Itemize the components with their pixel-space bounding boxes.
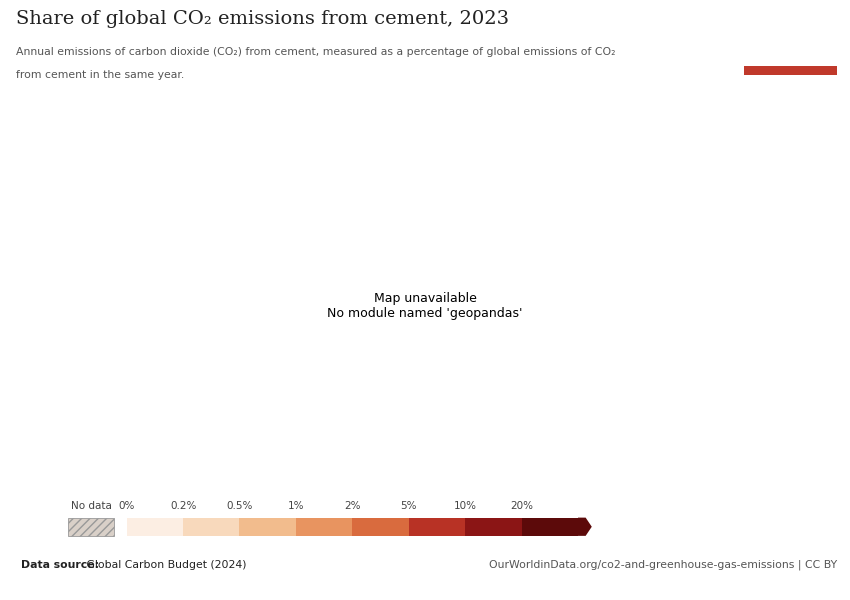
Text: 0.2%: 0.2%: [170, 501, 196, 511]
Text: Our World
in Data: Our World in Data: [761, 22, 820, 45]
Text: Data source:: Data source:: [21, 560, 99, 570]
Text: 0%: 0%: [118, 501, 135, 511]
Text: 20%: 20%: [510, 501, 533, 511]
Text: No data: No data: [71, 501, 111, 511]
Text: from cement in the same year.: from cement in the same year.: [16, 70, 184, 80]
Bar: [409, 518, 465, 536]
Text: 1%: 1%: [287, 501, 304, 511]
Text: Share of global CO₂ emissions from cement, 2023: Share of global CO₂ emissions from cemen…: [16, 10, 509, 28]
Bar: [68, 518, 114, 536]
Bar: [183, 518, 240, 536]
Text: 0.5%: 0.5%: [226, 501, 252, 511]
FancyArrow shape: [578, 518, 592, 536]
Bar: [465, 518, 522, 536]
Bar: [522, 518, 578, 536]
Bar: [296, 518, 352, 536]
Bar: [352, 518, 409, 536]
Bar: [744, 66, 837, 75]
Text: Map unavailable
No module named 'geopandas': Map unavailable No module named 'geopand…: [327, 292, 523, 320]
Bar: [127, 518, 183, 536]
Text: OurWorldinData.org/co2-and-greenhouse-gas-emissions | CC BY: OurWorldinData.org/co2-and-greenhouse-ga…: [490, 560, 837, 570]
Text: Annual emissions of carbon dioxide (CO₂) from cement, measured as a percentage o: Annual emissions of carbon dioxide (CO₂)…: [16, 47, 615, 56]
Text: 2%: 2%: [344, 501, 360, 511]
Text: 10%: 10%: [454, 501, 477, 511]
Bar: [240, 518, 296, 536]
Text: Global Carbon Budget (2024): Global Carbon Budget (2024): [83, 560, 246, 570]
Text: 5%: 5%: [400, 501, 417, 511]
